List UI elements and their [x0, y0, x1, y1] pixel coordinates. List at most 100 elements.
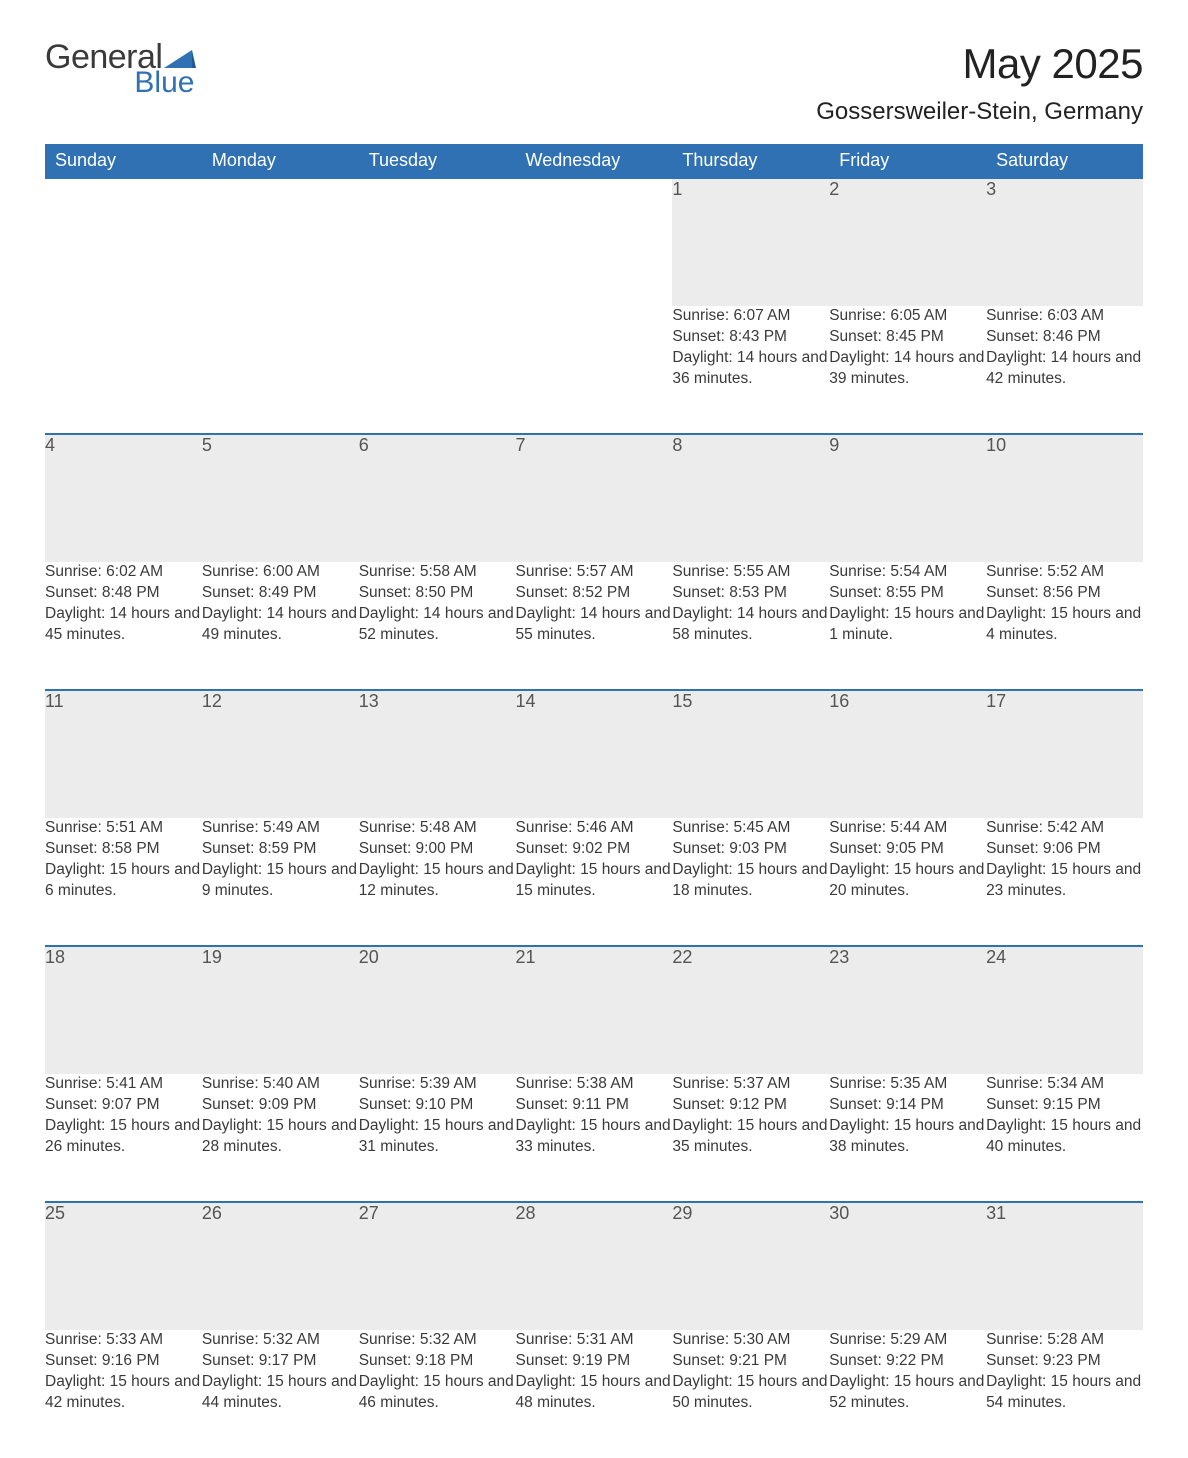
empty-day-detail: [45, 306, 202, 434]
weekday-header: Friday: [829, 144, 986, 178]
daylight-line: Daylight: 15 hours and 33 minutes.: [516, 1116, 673, 1158]
day-detail: Sunrise: 5:57 AMSunset: 8:52 PMDaylight:…: [516, 562, 673, 690]
day-number-row: 25262728293031: [45, 1202, 1143, 1330]
sunset-line: Sunset: 8:59 PM: [202, 839, 359, 860]
daylight-line: Daylight: 14 hours and 52 minutes.: [359, 604, 516, 646]
empty-day-number: [202, 178, 359, 306]
day-number: 17: [986, 690, 1143, 818]
day-detail: Sunrise: 5:29 AMSunset: 9:22 PMDaylight:…: [829, 1330, 986, 1458]
daylight-line: Daylight: 14 hours and 58 minutes.: [672, 604, 829, 646]
day-detail: Sunrise: 5:28 AMSunset: 9:23 PMDaylight:…: [986, 1330, 1143, 1458]
sunrise-line: Sunrise: 5:31 AM: [516, 1330, 673, 1351]
sunrise-line: Sunrise: 5:29 AM: [829, 1330, 986, 1351]
day-number: 31: [986, 1202, 1143, 1330]
daylight-line: Daylight: 15 hours and 26 minutes.: [45, 1116, 202, 1158]
day-detail: Sunrise: 5:46 AMSunset: 9:02 PMDaylight:…: [516, 818, 673, 946]
sunrise-line: Sunrise: 5:54 AM: [829, 562, 986, 583]
day-detail: Sunrise: 5:48 AMSunset: 9:00 PMDaylight:…: [359, 818, 516, 946]
empty-day-detail: [202, 306, 359, 434]
sunset-line: Sunset: 8:48 PM: [45, 583, 202, 604]
day-detail: Sunrise: 5:41 AMSunset: 9:07 PMDaylight:…: [45, 1074, 202, 1202]
day-number: 23: [829, 946, 986, 1074]
sunrise-line: Sunrise: 5:37 AM: [672, 1074, 829, 1095]
daylight-line: Daylight: 15 hours and 1 minute.: [829, 604, 986, 646]
calendar-body: 123Sunrise: 6:07 AMSunset: 8:43 PMDaylig…: [45, 178, 1143, 1458]
brand-triangle-icon: [164, 48, 196, 68]
sunset-line: Sunset: 9:15 PM: [986, 1095, 1143, 1116]
day-number: 14: [516, 690, 673, 818]
daylight-line: Daylight: 15 hours and 50 minutes.: [672, 1372, 829, 1414]
day-number: 13: [359, 690, 516, 818]
sunrise-line: Sunrise: 5:35 AM: [829, 1074, 986, 1095]
sunset-line: Sunset: 8:53 PM: [672, 583, 829, 604]
day-detail-row: Sunrise: 6:07 AMSunset: 8:43 PMDaylight:…: [45, 306, 1143, 434]
daylight-line: Daylight: 15 hours and 23 minutes.: [986, 860, 1143, 902]
daylight-line: Daylight: 15 hours and 20 minutes.: [829, 860, 986, 902]
weekday-header: Wednesday: [516, 144, 673, 178]
day-detail: Sunrise: 5:58 AMSunset: 8:50 PMDaylight:…: [359, 562, 516, 690]
sunset-line: Sunset: 9:09 PM: [202, 1095, 359, 1116]
sunset-line: Sunset: 9:14 PM: [829, 1095, 986, 1116]
empty-day-number: [359, 178, 516, 306]
day-detail: Sunrise: 5:35 AMSunset: 9:14 PMDaylight:…: [829, 1074, 986, 1202]
day-number: 15: [672, 690, 829, 818]
sunrise-line: Sunrise: 5:58 AM: [359, 562, 516, 583]
sunset-line: Sunset: 9:23 PM: [986, 1351, 1143, 1372]
sunset-line: Sunset: 8:52 PM: [516, 583, 673, 604]
sunset-line: Sunset: 9:05 PM: [829, 839, 986, 860]
sunrise-line: Sunrise: 5:32 AM: [202, 1330, 359, 1351]
header: General Blue May 2025 Gossersweiler-Stei…: [45, 40, 1143, 126]
daylight-line: Daylight: 15 hours and 4 minutes.: [986, 604, 1143, 646]
daylight-line: Daylight: 15 hours and 35 minutes.: [672, 1116, 829, 1158]
sunset-line: Sunset: 9:17 PM: [202, 1351, 359, 1372]
sunrise-line: Sunrise: 6:03 AM: [986, 306, 1143, 327]
page-title: May 2025: [816, 40, 1143, 88]
sunrise-line: Sunrise: 6:05 AM: [829, 306, 986, 327]
day-detail-row: Sunrise: 5:33 AMSunset: 9:16 PMDaylight:…: [45, 1330, 1143, 1458]
weekday-header: Sunday: [45, 144, 202, 178]
day-number: 4: [45, 434, 202, 562]
sunset-line: Sunset: 9:21 PM: [672, 1351, 829, 1372]
sunrise-line: Sunrise: 5:38 AM: [516, 1074, 673, 1095]
sunrise-line: Sunrise: 5:42 AM: [986, 818, 1143, 839]
day-detail: Sunrise: 5:34 AMSunset: 9:15 PMDaylight:…: [986, 1074, 1143, 1202]
day-detail: Sunrise: 5:30 AMSunset: 9:21 PMDaylight:…: [672, 1330, 829, 1458]
empty-day-number: [45, 178, 202, 306]
sunrise-line: Sunrise: 5:41 AM: [45, 1074, 202, 1095]
day-number: 27: [359, 1202, 516, 1330]
daylight-line: Daylight: 15 hours and 46 minutes.: [359, 1372, 516, 1414]
day-detail: Sunrise: 6:05 AMSunset: 8:45 PMDaylight:…: [829, 306, 986, 434]
day-number: 11: [45, 690, 202, 818]
daylight-line: Daylight: 15 hours and 40 minutes.: [986, 1116, 1143, 1158]
weekday-header-row: Sunday Monday Tuesday Wednesday Thursday…: [45, 144, 1143, 178]
sunrise-line: Sunrise: 5:48 AM: [359, 818, 516, 839]
empty-day-detail: [359, 306, 516, 434]
daylight-line: Daylight: 15 hours and 9 minutes.: [202, 860, 359, 902]
daylight-line: Daylight: 15 hours and 18 minutes.: [672, 860, 829, 902]
day-detail: Sunrise: 5:31 AMSunset: 9:19 PMDaylight:…: [516, 1330, 673, 1458]
day-number: 7: [516, 434, 673, 562]
day-number: 29: [672, 1202, 829, 1330]
daylight-line: Daylight: 14 hours and 45 minutes.: [45, 604, 202, 646]
day-detail: Sunrise: 6:07 AMSunset: 8:43 PMDaylight:…: [672, 306, 829, 434]
sunset-line: Sunset: 8:50 PM: [359, 583, 516, 604]
day-number: 16: [829, 690, 986, 818]
sunset-line: Sunset: 8:46 PM: [986, 327, 1143, 348]
day-detail-row: Sunrise: 6:02 AMSunset: 8:48 PMDaylight:…: [45, 562, 1143, 690]
sunset-line: Sunset: 9:11 PM: [516, 1095, 673, 1116]
day-detail: Sunrise: 5:32 AMSunset: 9:17 PMDaylight:…: [202, 1330, 359, 1458]
daylight-line: Daylight: 15 hours and 31 minutes.: [359, 1116, 516, 1158]
day-detail: Sunrise: 6:00 AMSunset: 8:49 PMDaylight:…: [202, 562, 359, 690]
day-detail: Sunrise: 6:03 AMSunset: 8:46 PMDaylight:…: [986, 306, 1143, 434]
day-number: 18: [45, 946, 202, 1074]
sunrise-line: Sunrise: 5:30 AM: [672, 1330, 829, 1351]
day-number: 3: [986, 178, 1143, 306]
sunrise-line: Sunrise: 6:07 AM: [672, 306, 829, 327]
day-detail: Sunrise: 5:52 AMSunset: 8:56 PMDaylight:…: [986, 562, 1143, 690]
day-number: 22: [672, 946, 829, 1074]
day-detail-row: Sunrise: 5:51 AMSunset: 8:58 PMDaylight:…: [45, 818, 1143, 946]
sunrise-line: Sunrise: 5:55 AM: [672, 562, 829, 583]
day-number-row: 11121314151617: [45, 690, 1143, 818]
weekday-header: Tuesday: [359, 144, 516, 178]
weekday-header: Monday: [202, 144, 359, 178]
